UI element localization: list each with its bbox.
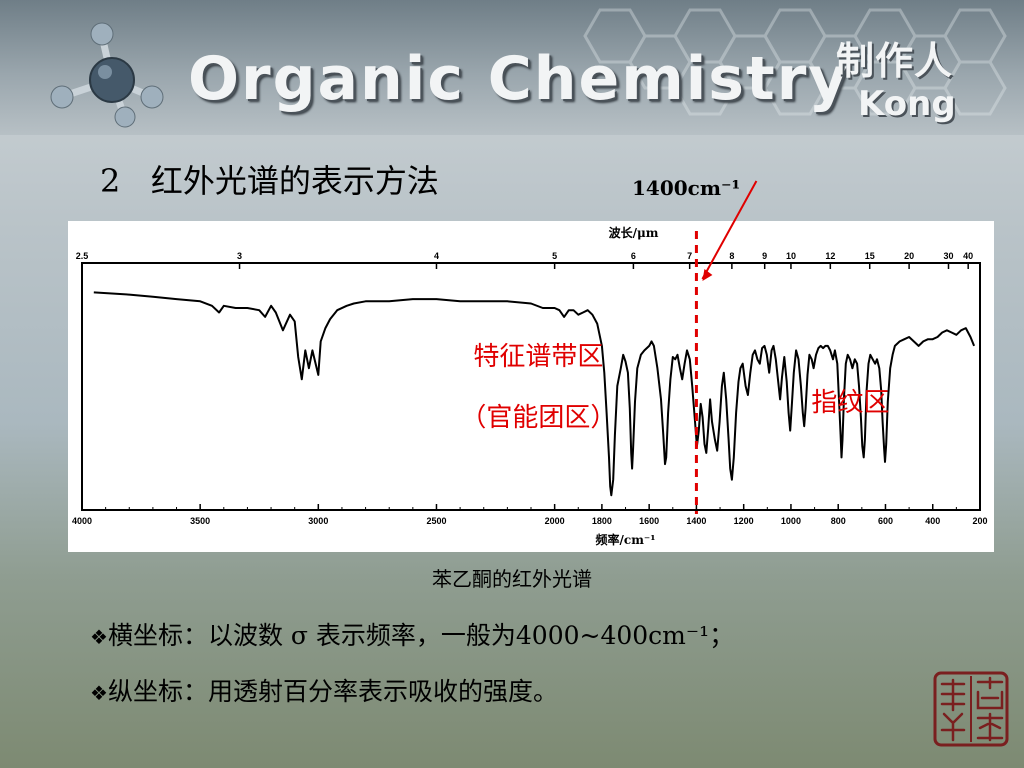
top-tick-label: 3 [237,251,242,261]
top-tick-label: 8 [729,251,734,261]
x-tick-label: 3000 [308,516,328,526]
spectrum-line [93,291,976,497]
author-name: Kong [858,84,956,124]
callout-arrowhead [702,269,713,281]
top-tick-label: 6 [631,251,636,261]
x-tick-label: 3500 [190,516,210,526]
divider-callout-label: 1400cm⁻¹ [632,176,741,200]
top-tick-label: 15 [865,251,875,261]
molecule-icon [50,22,164,128]
x-tick-label: 4000 [72,516,92,526]
section-number: 2 [100,162,121,200]
x-tick-label: 1400 [686,516,706,526]
ir-spectrum-chart: 4000 3500 3000 2500 2000 1800 1600 1400 1200 1000… [72,180,988,547]
region-label-functional-1: 特征谱带区 [473,342,603,372]
top-tick-label: 20 [904,251,914,261]
region-label-functional-2: （官能团区） [460,403,616,433]
ir-spectrum-panel: 4000 3500 3000 2500 2000 1800 1600 1400 1200 1000… [68,180,994,552]
x-tick-label: 2500 [426,516,446,526]
note-x-axis-text: 横坐标：以波数 σ 表示频率，一般为4000~400cm⁻¹； [107,621,735,650]
section-title: 红外光谱的表示方法 [150,162,439,200]
top-tick-label: 40 [963,251,973,261]
top-tick-label: 4 [434,251,439,261]
x-tick-label: 600 [878,516,893,526]
top-tick-label: 9 [762,251,767,261]
x-tick-label: 2000 [545,516,565,526]
note-x-axis: ❖横坐标：以波数 σ 表示频率，一般为4000~400cm⁻¹； [90,616,734,652]
top-tick-label: 10 [786,251,796,261]
header-banner: Organic Chemistry 制作人 Kong [0,0,1024,135]
x-tick-label: 400 [925,516,940,526]
note-y-axis-text: 纵坐标：用透射百分率表示吸收的强度。 [107,677,558,706]
chart-caption: 苯乙酮的红外光谱 [432,567,592,591]
x-tick-label: 800 [831,516,846,526]
region-label-fingerprint: 指纹区 [811,388,889,418]
section-heading: 2 红外光谱的表示方法 [100,156,439,202]
maker-label: 制作人 [836,39,954,83]
x-tick-label: 1200 [734,516,754,526]
seal-stamp-icon [933,671,1009,747]
bullet-icon: ❖ [90,625,108,649]
x-tick-label: 1000 [781,516,801,526]
top-tick-label: 7 [687,251,692,261]
note-y-axis: ❖纵坐标：用透射百分率表示吸收的强度。 [90,672,558,708]
top-axis-title: 波长/μm [609,225,659,240]
top-tick-label: 12 [825,251,835,261]
bullet-icon: ❖ [90,681,108,705]
callout-arrow-line [701,180,758,280]
x-axis-title: 频率/cm⁻¹ [596,532,656,547]
top-tick-label: 2.5 [76,251,89,261]
banner-title: Organic Chemistry [188,44,850,114]
x-tick-label: 200 [972,516,987,526]
hexagon-pattern-decoration [583,8,1007,116]
x-tick-label: 1800 [592,516,612,526]
top-tick-label: 30 [943,251,953,261]
top-tick-label: 5 [552,251,557,261]
x-tick-label: 1600 [639,516,659,526]
